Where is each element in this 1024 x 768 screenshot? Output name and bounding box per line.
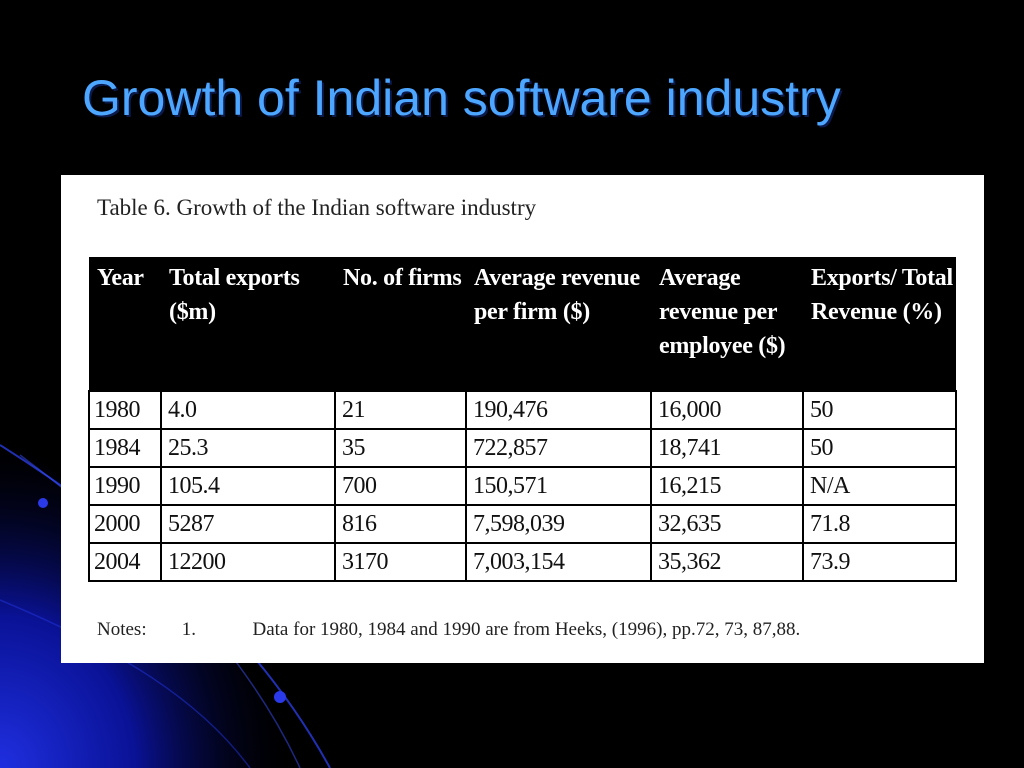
blue-dot [274,691,286,703]
table-cell: 5287 [160,504,336,544]
table-cell: 16,215 [650,466,804,506]
table-header-row: Year Total exports ($m) No. of firms Ave… [89,257,956,391]
table-cell: 2000 [88,504,162,544]
table-row: 1980 4.0 21 190,476 16,000 50 [88,390,957,430]
table-notes: Notes: 1. Data for 1980, 1984 and 1990 a… [97,619,800,641]
table-cell: 722,857 [465,428,652,468]
table-row: 2000 5287 816 7,598,039 32,635 71.8 [88,504,957,544]
table-cell: 150,571 [465,466,652,506]
table-cell: 7,003,154 [465,542,652,582]
table-cell: 21 [334,390,467,430]
table-figure: Table 6. Growth of the Indian software i… [61,175,984,663]
column-header: Average revenue per employee ($) [651,257,803,391]
slide-title: Growth of Indian software industry [82,70,841,126]
table-cell: 35,362 [650,542,804,582]
column-header: Exports/ Total Revenue (%) [803,257,956,391]
table-cell: 1980 [88,390,162,430]
table-cell: 105.4 [160,466,336,506]
table-cell: 18,741 [650,428,804,468]
table-cell: 7,598,039 [465,504,652,544]
blue-dot [38,498,48,508]
table-cell: 816 [334,504,467,544]
column-header: Year [89,257,161,391]
table-cell: 12200 [160,542,336,582]
table-cell: 700 [334,466,467,506]
table-cell: 1990 [88,466,162,506]
table-cell: 73.9 [802,542,957,582]
column-header: Total exports ($m) [161,257,335,391]
table-caption: Table 6. Growth of the Indian software i… [97,195,537,220]
table-cell: 190,476 [465,390,652,430]
table-row: 1984 25.3 35 722,857 18,741 50 [88,428,957,468]
table-cell: 35 [334,428,467,468]
table-cell: 1984 [88,428,162,468]
table-cell: N/A [802,466,957,506]
table-cell: 16,000 [650,390,804,430]
table-cell: 3170 [334,542,467,582]
column-header: No. of firms [335,257,466,391]
notes-text: Data for 1980, 1984 and 1990 are from He… [252,619,801,640]
notes-number: 1. [181,619,196,640]
table-cell: 50 [802,428,957,468]
table-cell: 71.8 [802,504,957,544]
table-cell: 32,635 [650,504,804,544]
table-row: 1990 105.4 700 150,571 16,215 N/A [88,466,957,506]
table-cell: 4.0 [160,390,336,430]
notes-label: Notes: [97,619,147,640]
blue-arc-line [0,599,251,768]
data-table: Year Total exports ($m) No. of firms Ave… [88,257,957,582]
table-row: 2004 12200 3170 7,003,154 35,362 73.9 [88,542,957,582]
column-header: Average revenue per firm ($) [466,257,651,391]
table-cell: 2004 [88,542,162,582]
table-cell: 25.3 [160,428,336,468]
table-cell: 50 [802,390,957,430]
